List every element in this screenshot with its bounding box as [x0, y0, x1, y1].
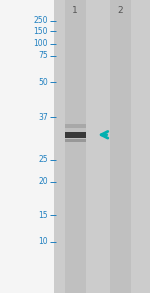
Text: 250: 250	[33, 16, 48, 25]
Text: 2: 2	[117, 6, 123, 15]
Bar	[64, 0, 86, 293]
Text: 20: 20	[38, 177, 48, 186]
Bar	[64, 132, 86, 138]
Bar	[54, 0, 150, 293]
Text: 15: 15	[38, 211, 48, 220]
Text: 100: 100	[33, 40, 48, 48]
Bar	[64, 125, 86, 128]
Bar	[110, 0, 130, 293]
Text: 10: 10	[38, 237, 48, 246]
Bar	[64, 139, 86, 142]
Text: 37: 37	[38, 113, 48, 122]
Text: 25: 25	[38, 155, 48, 164]
Text: 75: 75	[38, 51, 48, 60]
Text: 150: 150	[33, 27, 48, 36]
Text: 50: 50	[38, 78, 48, 86]
Text: 1: 1	[72, 6, 78, 15]
